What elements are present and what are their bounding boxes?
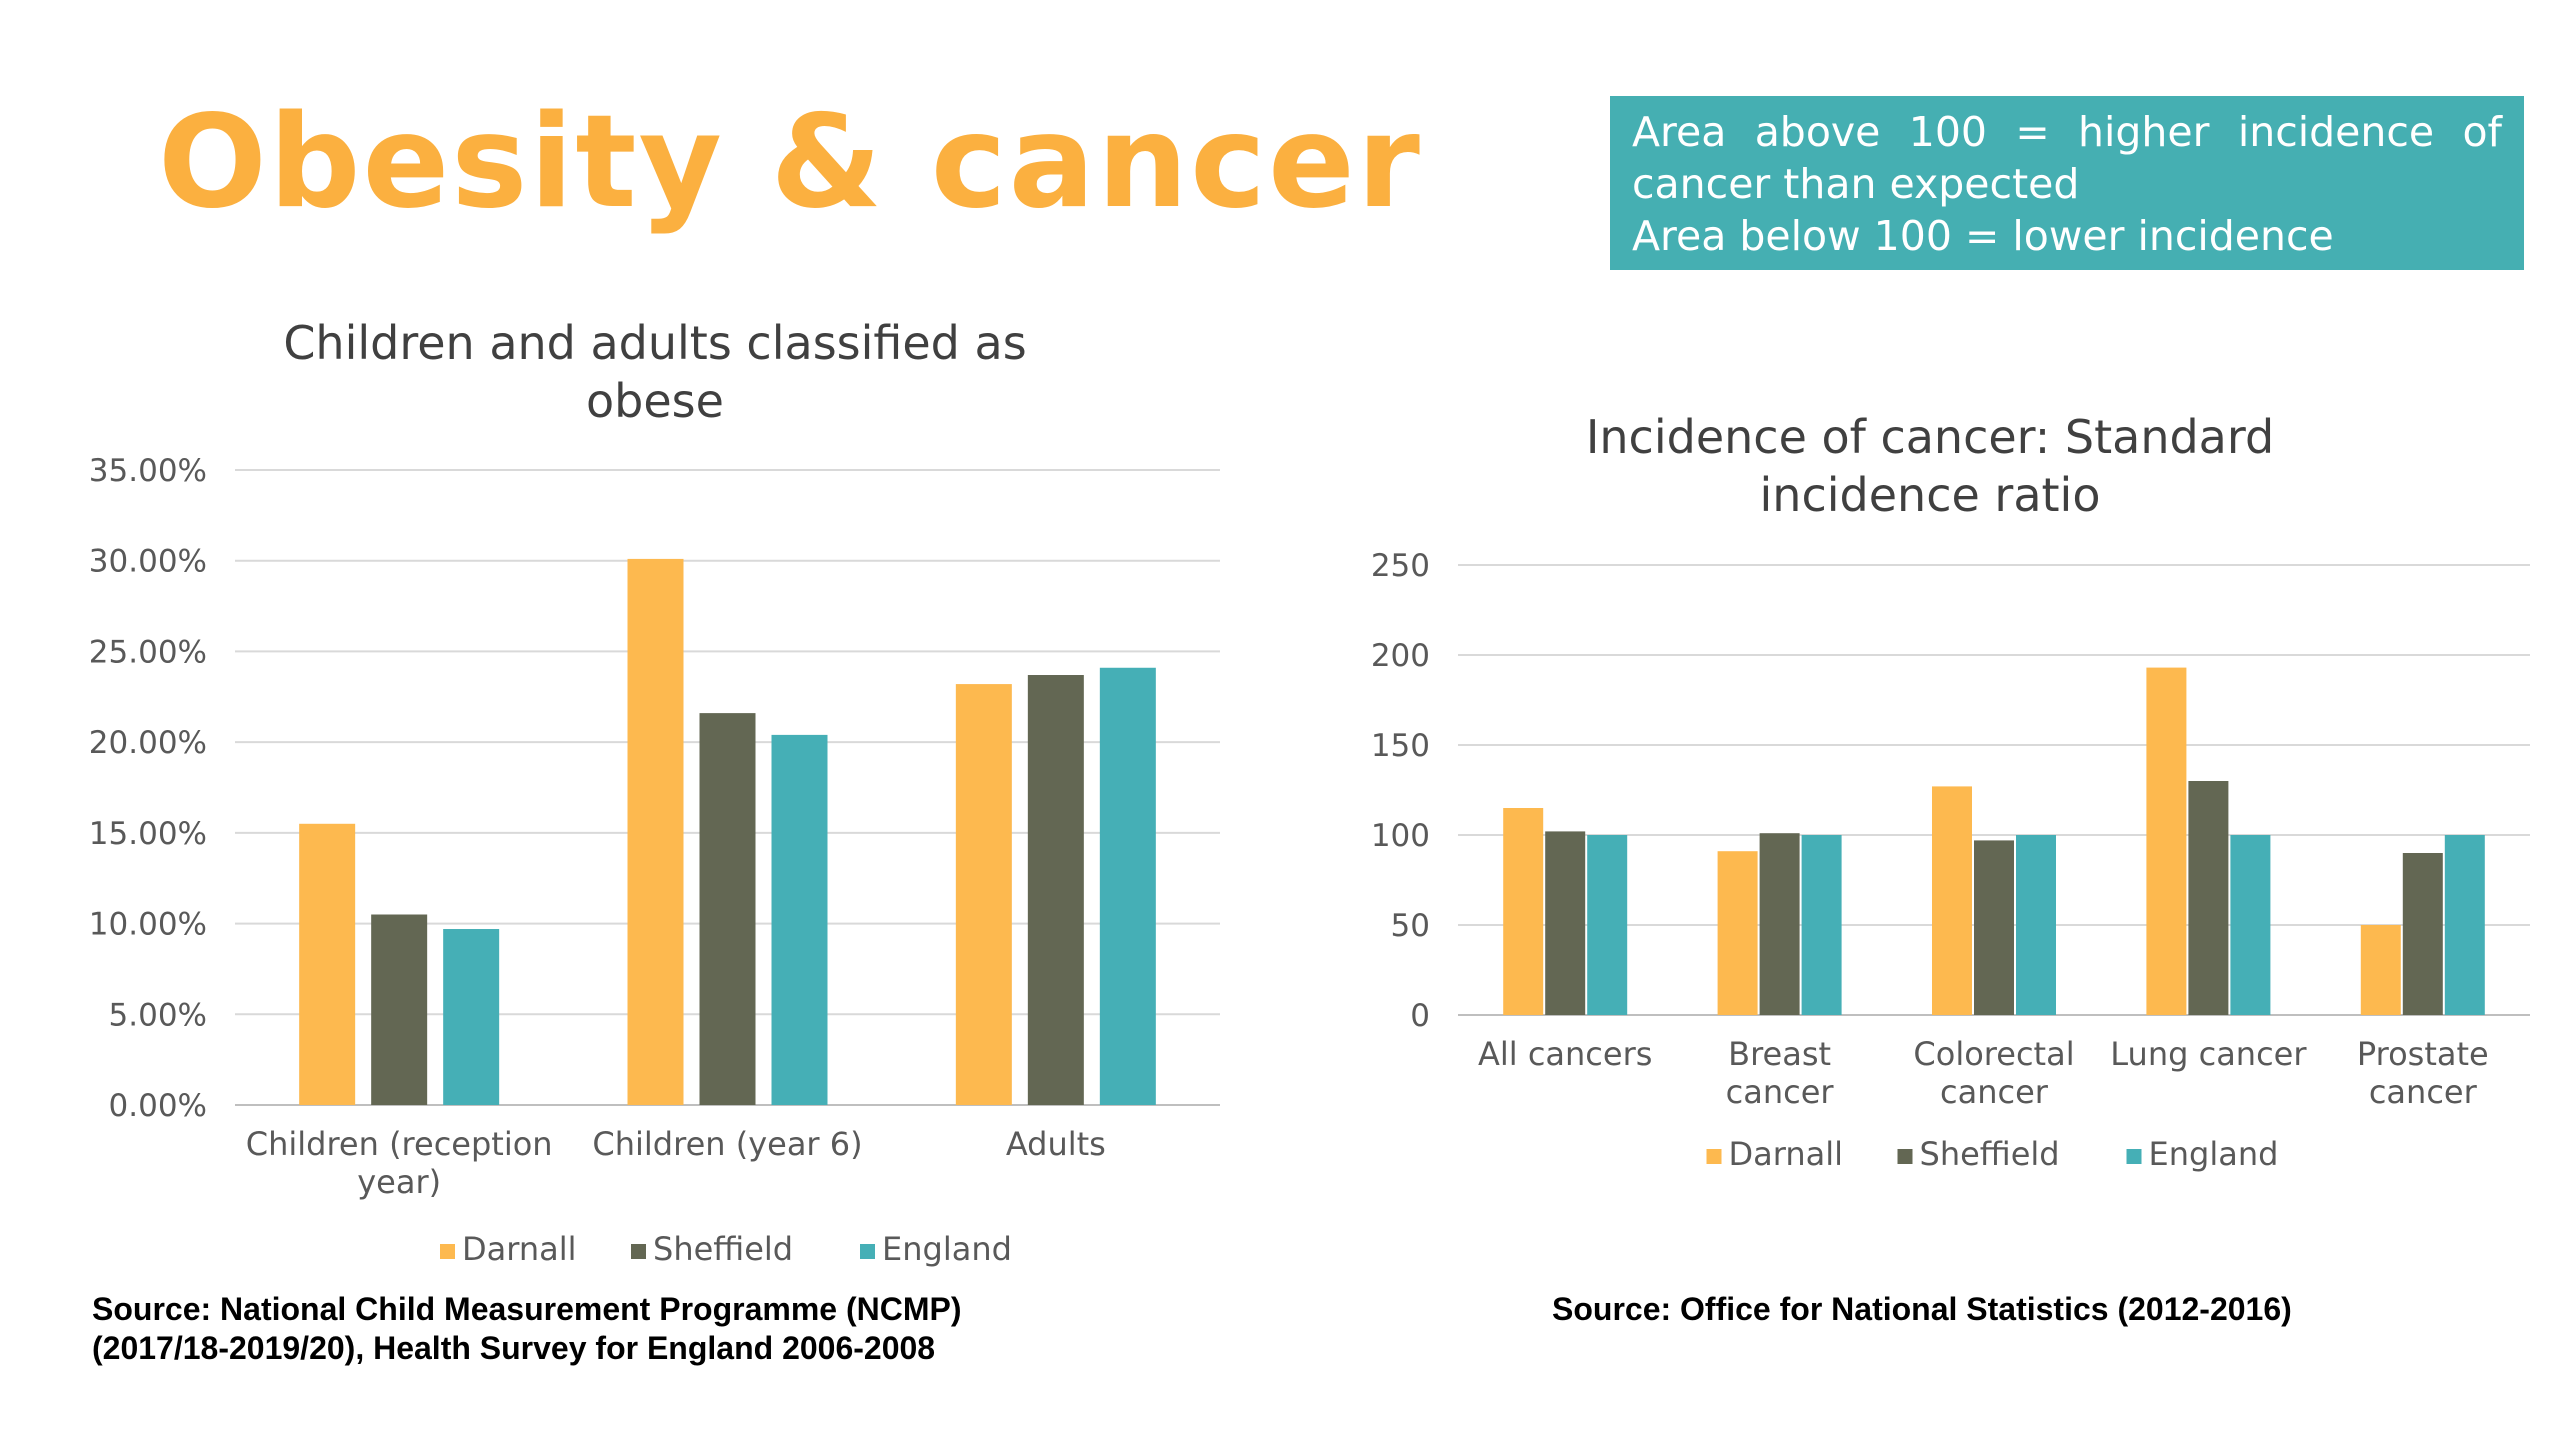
bar-darnall <box>955 684 1012 1105</box>
legend-label: Sheffield <box>653 1230 793 1268</box>
cancer-chart-title-line2: incidence ratio <box>1759 468 2101 522</box>
x-tick-label: All cancers <box>1478 1035 1652 1073</box>
legend-swatch-darnall <box>1706 1149 1722 1164</box>
bar-darnall <box>2360 925 2401 1015</box>
bar-sheffield <box>1027 675 1084 1105</box>
legend-label: Darnall <box>462 1230 577 1268</box>
bar-england <box>2444 835 2485 1015</box>
y-tick-label: 35.00% <box>89 453 207 489</box>
x-tick-label: Children (reception <box>246 1125 553 1163</box>
y-tick-label: 50 <box>1391 908 1430 944</box>
bar-england <box>2016 835 2056 1015</box>
slide-title: Obesity & cancer <box>158 88 1422 237</box>
note-word: 100 <box>1908 108 1988 156</box>
note-word: incidence <box>2237 108 2435 156</box>
legend-swatch-darnall <box>440 1244 455 1259</box>
legend-label: England <box>2149 1135 2279 1173</box>
y-tick-label: 10.00% <box>89 907 207 943</box>
bar-sheffield <box>1545 831 1586 1015</box>
bar-england <box>2230 835 2271 1015</box>
note-word: of <box>2462 108 2502 156</box>
obesity-chart-title-line2: obese <box>586 374 724 428</box>
bar-england <box>1587 835 1628 1015</box>
bar-england <box>771 734 828 1105</box>
note-box: Area above 100 = higher incidence of can… <box>1610 96 2524 270</box>
note-word: = <box>2015 108 2050 156</box>
y-tick-label: 150 <box>1371 728 1430 764</box>
note-word: Area <box>1632 108 1727 156</box>
x-tick-label: Prostate <box>2357 1035 2489 1073</box>
bar-darnall <box>1932 786 1972 1015</box>
note-word: higher <box>2078 108 2210 156</box>
bar-sheffield <box>371 914 428 1105</box>
legend-label: Darnall <box>1729 1135 1844 1173</box>
obesity-chart-title-line1: Children and adults classified as <box>283 316 1027 370</box>
legend-swatch-sheffield <box>1897 1149 1913 1164</box>
cancer-chart-title: Incidence of cancer: Standard incidence … <box>1400 408 2460 524</box>
legend-label: England <box>882 1230 1012 1268</box>
obesity-chart-title: Children and adults classified as obese <box>190 314 1120 430</box>
legend-swatch-england <box>860 1244 875 1259</box>
bar-sheffield <box>1759 833 1800 1015</box>
bar-darnall <box>1503 808 1544 1015</box>
bar-darnall <box>2146 667 2187 1015</box>
y-tick-label: 250 <box>1371 548 1430 584</box>
source-right: Source: Office for National Statistics (… <box>1552 1291 2292 1327</box>
x-tick-label: Adults <box>1006 1125 1106 1163</box>
bar-england <box>1801 835 1842 1015</box>
y-tick-label: 20.00% <box>89 725 207 761</box>
note-line-2: cancer than expected <box>1632 160 2080 208</box>
bar-sheffield <box>2402 853 2443 1015</box>
x-tick-label: Children (year 6) <box>592 1125 862 1163</box>
x-tick-label: cancer <box>1940 1073 2049 1111</box>
source-left: Source: National Child Measurement Progr… <box>92 1290 961 1368</box>
x-tick-label: Colorectal <box>1913 1035 2074 1073</box>
x-tick-label: Lung cancer <box>2110 1035 2307 1073</box>
note-line-1: Area above 100 = higher incidence of <box>1632 106 2502 158</box>
bar-england <box>443 929 500 1105</box>
legend-swatch-england <box>2126 1149 2142 1164</box>
x-tick-label: Breast <box>1728 1035 1831 1073</box>
bar-england <box>1099 667 1156 1105</box>
y-tick-label: 25.00% <box>89 634 207 670</box>
y-tick-label: 0 <box>1410 998 1430 1034</box>
source-left-line1: Source: National Child Measurement Progr… <box>92 1291 962 1327</box>
bar-darnall <box>1717 851 1758 1015</box>
y-tick-label: 15.00% <box>89 816 207 852</box>
note-line-3: Area below 100 = lower incidence <box>1632 212 2334 260</box>
bar-darnall <box>299 823 356 1105</box>
x-tick-label: year) <box>357 1163 441 1201</box>
legend-label: Sheffield <box>1920 1135 2060 1173</box>
bar-sheffield <box>1974 840 2014 1015</box>
bar-darnall <box>627 558 684 1105</box>
bar-sheffield <box>699 713 756 1105</box>
y-tick-label: 0.00% <box>109 1088 207 1124</box>
x-tick-label: cancer <box>1726 1073 1835 1111</box>
note-word: above <box>1754 108 1881 156</box>
source-left-line2: (2017/18-2019/20), Health Survey for Eng… <box>92 1330 936 1366</box>
x-tick-label: cancer <box>2369 1073 2478 1111</box>
y-tick-label: 100 <box>1371 818 1430 854</box>
y-tick-label: 30.00% <box>89 544 207 580</box>
bar-sheffield <box>2188 781 2229 1015</box>
legend-swatch-sheffield <box>631 1244 646 1259</box>
y-tick-label: 5.00% <box>109 997 207 1033</box>
cancer-chart-title-line1: Incidence of cancer: Standard <box>1585 410 2275 464</box>
y-tick-label: 200 <box>1371 638 1430 674</box>
